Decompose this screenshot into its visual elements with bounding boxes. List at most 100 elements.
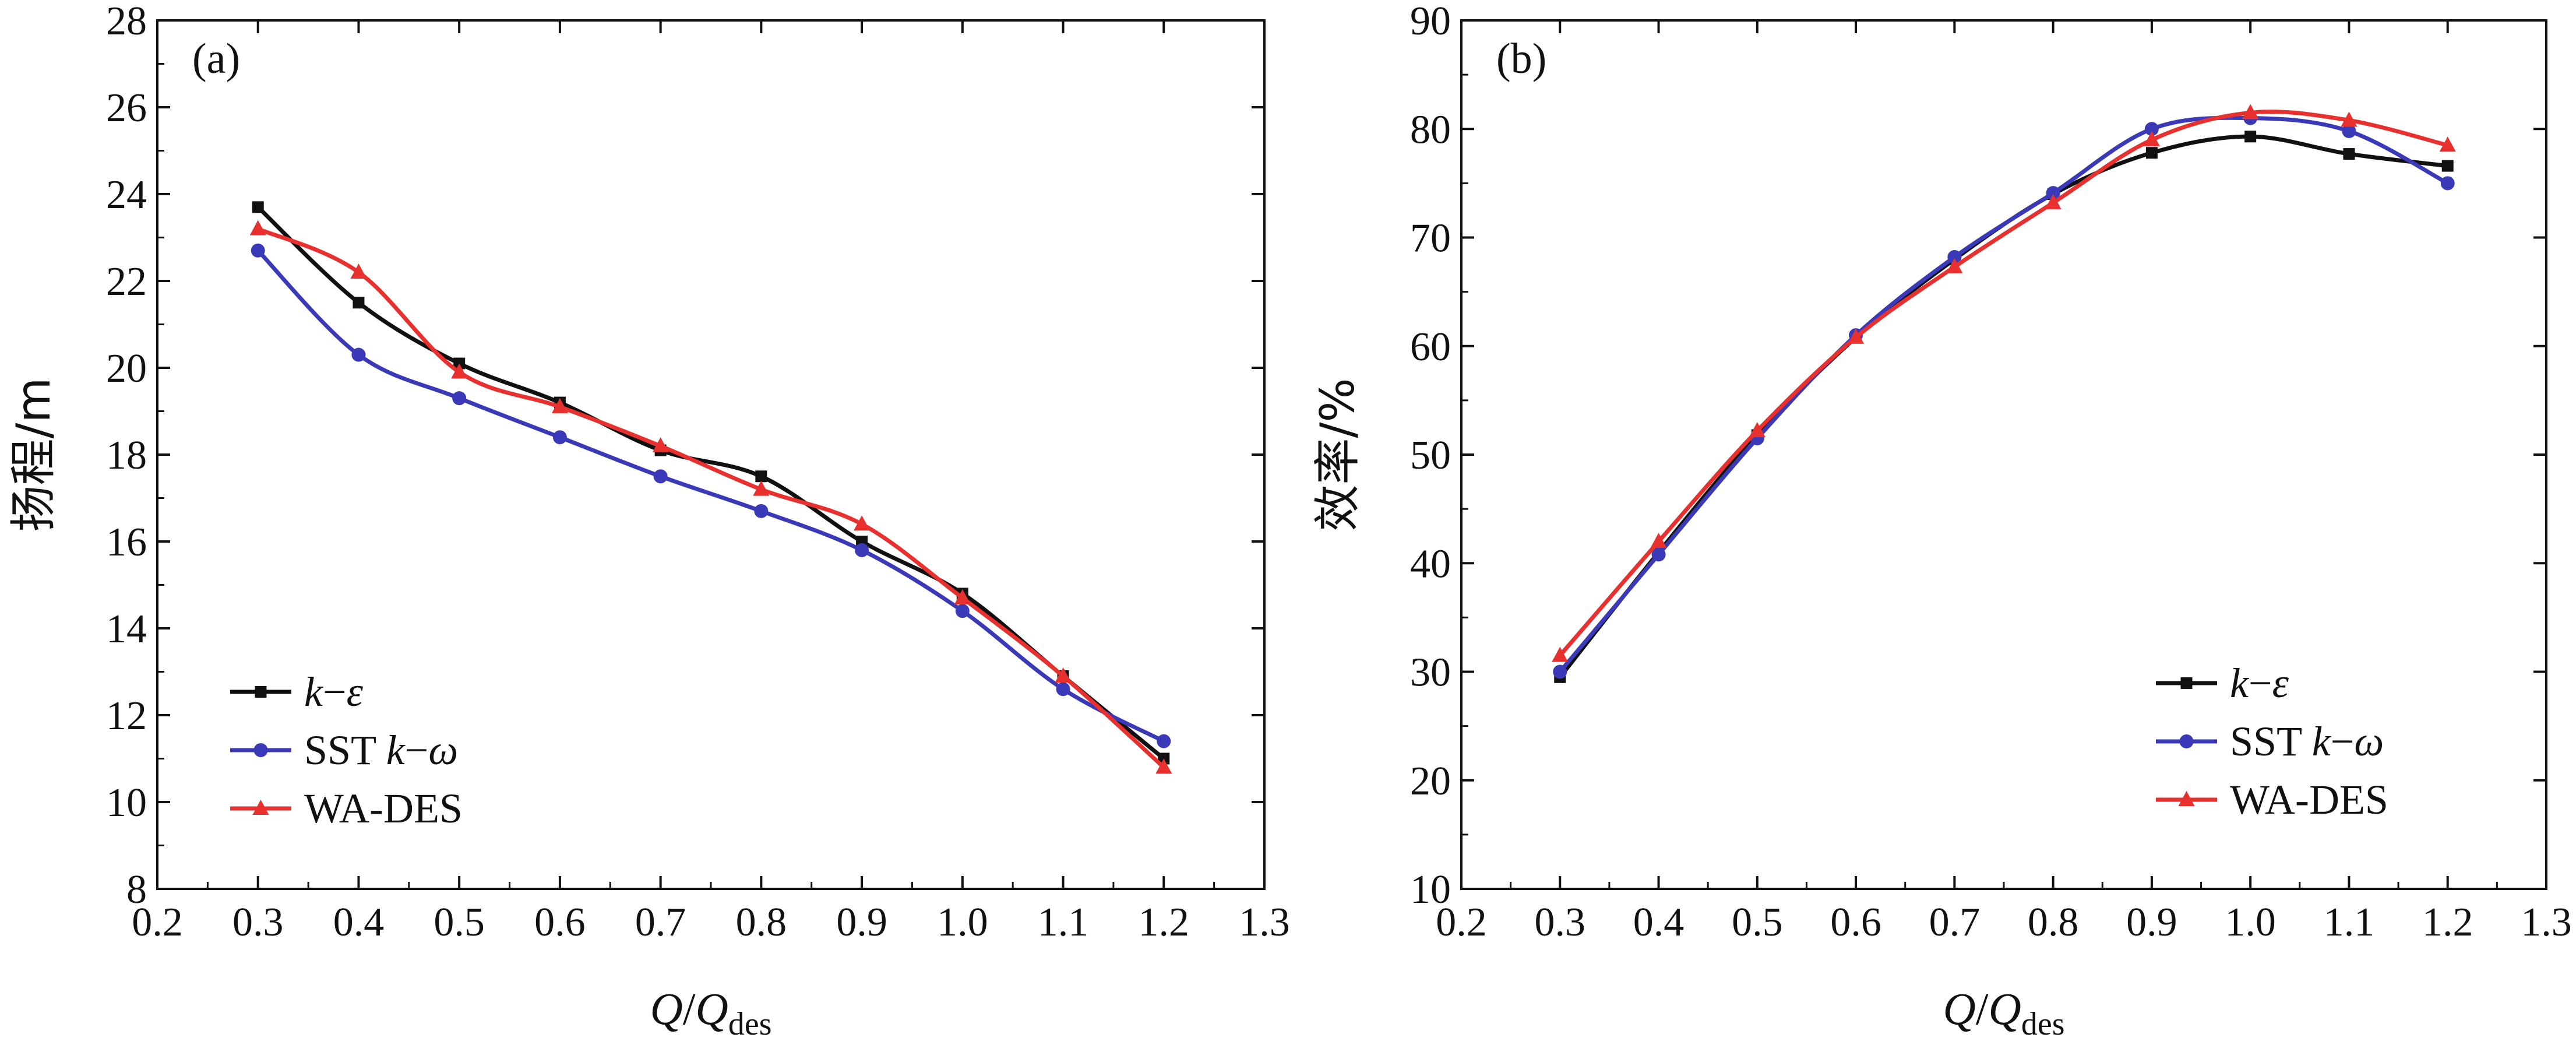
data-point bbox=[2342, 124, 2356, 138]
legend-marker bbox=[2179, 734, 2194, 748]
data-point bbox=[1553, 664, 1567, 679]
y-tick-label: 70 bbox=[1410, 216, 1451, 261]
y-tick-label: 60 bbox=[1410, 325, 1451, 370]
data-point bbox=[954, 589, 971, 604]
data-point bbox=[2046, 186, 2060, 201]
data-point bbox=[2244, 131, 2257, 143]
data-point bbox=[2242, 104, 2259, 119]
x-tick-label: 1.1 bbox=[2324, 900, 2375, 945]
data-point bbox=[2343, 148, 2355, 160]
legend-label: k−ε bbox=[304, 669, 364, 715]
legend-marker bbox=[2178, 791, 2195, 806]
y-tick-label: 12 bbox=[106, 694, 147, 738]
x-tick-label: 0.3 bbox=[1535, 900, 1586, 945]
y-tick-label: 30 bbox=[1410, 650, 1451, 695]
y-tick-label: 22 bbox=[106, 259, 147, 304]
legend-marker bbox=[255, 686, 267, 698]
data-point bbox=[2045, 194, 2061, 209]
series-0 bbox=[1554, 131, 2454, 683]
legend-label: WA-DES bbox=[2230, 776, 2388, 823]
data-point bbox=[2440, 176, 2455, 191]
y-axis-label: 扬程/m bbox=[6, 378, 61, 532]
x-axis-label-sub: des bbox=[2021, 1006, 2065, 1041]
data-point bbox=[652, 437, 669, 453]
data-point bbox=[2144, 122, 2159, 136]
legend-label-part: ω bbox=[428, 727, 458, 773]
x-tick-label: 1.0 bbox=[937, 900, 988, 945]
x-axis-label-sub: des bbox=[728, 1006, 772, 1041]
y-tick-label: 40 bbox=[1410, 541, 1451, 586]
x-axis-label-q: Q bbox=[1943, 983, 1975, 1034]
data-point bbox=[452, 391, 467, 406]
data-point bbox=[2145, 147, 2158, 159]
data-point bbox=[854, 515, 871, 531]
data-point bbox=[1848, 328, 1865, 344]
x-tick-label: 1.1 bbox=[1038, 900, 1089, 945]
x-axis-label-q2: Q bbox=[696, 983, 728, 1034]
x-tick-label: 0.3 bbox=[232, 900, 284, 945]
data-point bbox=[1650, 533, 1667, 548]
x-tick-label: 0.4 bbox=[1633, 900, 1685, 945]
legend-marker bbox=[2180, 677, 2193, 689]
legend-label-part: − bbox=[323, 669, 347, 715]
series-1 bbox=[1553, 111, 2455, 679]
x-tick-label: 0.6 bbox=[534, 900, 586, 945]
y-tick-label: 26 bbox=[106, 86, 147, 131]
data-point bbox=[753, 480, 770, 496]
data-point bbox=[451, 363, 468, 379]
y-tick-label: 90 bbox=[1410, 0, 1451, 44]
legend-label-part: k bbox=[304, 669, 324, 715]
y-tick-label: 20 bbox=[106, 346, 147, 391]
data-point bbox=[2441, 160, 2454, 172]
x-tick-label: 0.7 bbox=[1929, 900, 1981, 945]
data-point bbox=[754, 504, 769, 518]
x-tick-label: 0.9 bbox=[2126, 900, 2177, 945]
series-line bbox=[1557, 134, 2450, 680]
legend-label: SST k−ω bbox=[2230, 718, 2384, 765]
x-tick-label: 1.3 bbox=[2521, 900, 2572, 945]
series-line bbox=[256, 227, 1166, 769]
legend-label-part: − bbox=[405, 727, 429, 773]
y-tick-label: 10 bbox=[106, 780, 147, 825]
y-tick-label: 24 bbox=[106, 173, 147, 217]
legend-label-part: WA-DES bbox=[2230, 776, 2388, 823]
legend-label-part: ε bbox=[2272, 660, 2289, 706]
data-point bbox=[1552, 646, 1569, 662]
x-axis-label: Q/Qdes bbox=[650, 983, 771, 1041]
data-point bbox=[251, 243, 265, 258]
x-tick-label: 1.3 bbox=[1239, 900, 1290, 945]
x-tick-label: 0.2 bbox=[1436, 900, 1487, 945]
data-point bbox=[1155, 758, 1172, 774]
x-tick-label: 1.2 bbox=[1139, 900, 1190, 945]
legend-marker bbox=[253, 743, 268, 757]
panel-label: (a) bbox=[192, 35, 240, 83]
legend-label: WA-DES bbox=[304, 785, 463, 832]
legend-label-part: WA-DES bbox=[304, 785, 463, 832]
legend-label: SST k−ω bbox=[304, 727, 458, 773]
y-tick-label: 80 bbox=[1410, 107, 1451, 152]
data-point bbox=[1946, 258, 1963, 273]
legend-label-part: − bbox=[2249, 660, 2272, 706]
x-tick-label: 1.0 bbox=[2225, 900, 2276, 945]
data-point bbox=[1947, 250, 1962, 265]
x-tick-label: 0.5 bbox=[1732, 900, 1783, 945]
legend: k−ε SST k−ω WA-DES bbox=[2156, 660, 2388, 823]
x-axis-label-q2: Q bbox=[1989, 983, 2021, 1034]
series-line bbox=[1557, 110, 2450, 658]
data-point bbox=[552, 430, 567, 445]
series-0 bbox=[252, 201, 1170, 765]
x-axis-label-slash: / bbox=[683, 983, 696, 1034]
data-point bbox=[1157, 734, 1171, 748]
x-tick-label: 0.7 bbox=[635, 900, 686, 945]
series-line bbox=[256, 248, 1166, 744]
x-tick-label: 1.2 bbox=[2422, 900, 2473, 945]
data-point bbox=[1055, 667, 1072, 683]
data-point bbox=[350, 263, 367, 279]
data-point bbox=[2143, 131, 2160, 146]
y-tick-label: 14 bbox=[106, 607, 147, 652]
x-axis-label: Q/Qdes bbox=[1943, 983, 2064, 1041]
series-2 bbox=[1552, 104, 2456, 662]
legend-label-part: k bbox=[2230, 660, 2250, 706]
panel-label: (b) bbox=[1496, 35, 1546, 83]
y-tick-label: 16 bbox=[106, 520, 147, 565]
